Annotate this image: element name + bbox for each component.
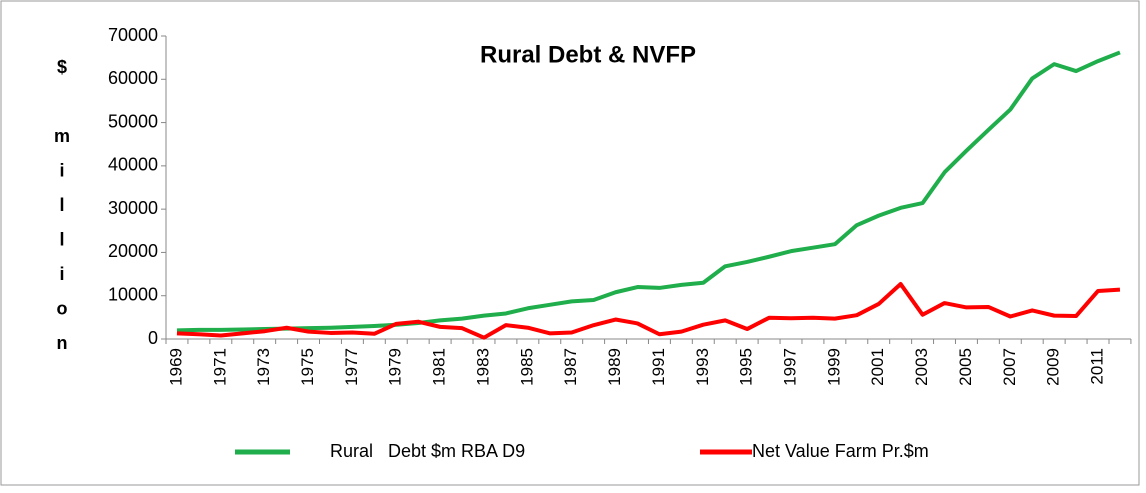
x-tick-label: 2007 xyxy=(1000,348,1019,386)
x-tick-label: 1977 xyxy=(342,348,361,386)
series-line xyxy=(176,282,1121,340)
series-line xyxy=(176,50,1121,333)
x-tick-label: 1999 xyxy=(824,348,843,386)
legend-label: Rural Debt $m RBA D9 xyxy=(330,441,525,461)
y-tick-label: 0 xyxy=(148,328,158,348)
x-tick-label: 1987 xyxy=(561,348,580,386)
x-tick-label: 1997 xyxy=(780,348,799,386)
y-tick-label: 50000 xyxy=(108,111,158,131)
chart-title: Rural Debt & NVFP xyxy=(480,41,696,68)
y-tick-label: 20000 xyxy=(108,241,158,261)
y-tick-label: 70000 xyxy=(108,25,158,45)
x-tick-label: 2009 xyxy=(1044,348,1063,386)
x-tick-label: 1995 xyxy=(737,348,756,386)
x-tick-label: 2005 xyxy=(956,348,975,386)
y-tick-label: 60000 xyxy=(108,68,158,88)
x-tick-label: 2011 xyxy=(1088,348,1107,385)
x-tick-label: 2001 xyxy=(868,348,887,386)
y-tick-label: 30000 xyxy=(108,198,158,218)
x-tick-label: 1985 xyxy=(517,348,536,386)
x-tick-label: 1979 xyxy=(386,348,405,386)
y-tick-label: 40000 xyxy=(108,155,158,175)
x-tick-label: 1993 xyxy=(693,348,712,386)
x-tick-label: 1969 xyxy=(166,348,185,386)
x-tick-label: 2003 xyxy=(912,348,931,386)
y-tick-label: 10000 xyxy=(108,284,158,304)
x-tick-label: 1981 xyxy=(430,348,449,386)
x-tick-label: 1975 xyxy=(298,348,317,386)
x-tick-label: 1973 xyxy=(254,348,273,386)
x-tick-label: 1991 xyxy=(649,348,668,386)
x-tick-label: 1989 xyxy=(605,348,624,386)
legend-label: Net Value Farm Pr.$m xyxy=(752,441,929,461)
x-tick-label: 1971 xyxy=(210,348,229,386)
x-tick-label: 1983 xyxy=(473,348,492,386)
